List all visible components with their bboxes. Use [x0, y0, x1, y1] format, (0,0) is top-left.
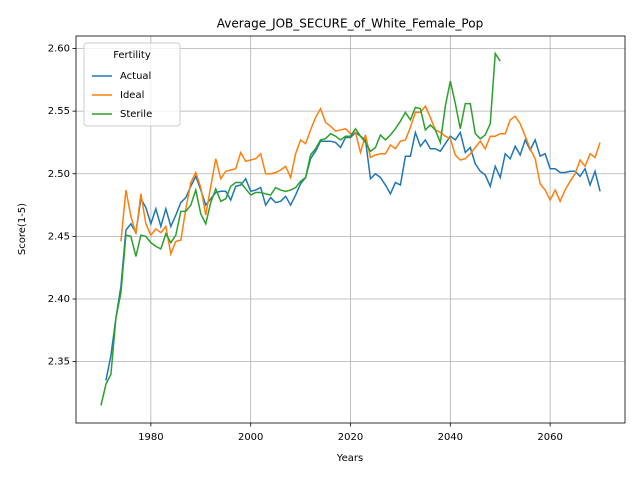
legend-label: Actual [120, 71, 151, 82]
y-tick-label: 2.40 [48, 294, 70, 305]
plot-frame [75, 35, 626, 424]
x-tick-label: 2020 [338, 432, 363, 443]
x-axis-label: Years [336, 453, 363, 464]
x-tick-label: 2060 [537, 432, 562, 443]
chart-title: Average_JOB_SECURE_of_White_Female_Pop [217, 17, 483, 31]
y-tick-label: 2.60 [48, 44, 70, 55]
series-line [100, 51, 501, 406]
y-tick-label: 2.45 [48, 231, 70, 242]
legend-box [83, 42, 181, 127]
y-axis-label: Score(1-5) [17, 203, 28, 255]
x-tick-label: 2040 [438, 432, 463, 443]
x-tick-label: 2000 [238, 432, 263, 443]
legend-label: Sterile [120, 109, 152, 120]
series-line [120, 104, 601, 257]
y-tick-label: 2.35 [48, 357, 70, 368]
y-tick-label: 2.50 [48, 169, 70, 180]
y-tick-label: 2.55 [48, 106, 70, 117]
legend-title: Fertility [113, 50, 151, 61]
legend-label: Ideal [120, 90, 144, 101]
legend: Fertility Actual Ideal Sterile [83, 42, 181, 127]
x-tick-label: 1980 [138, 432, 163, 443]
